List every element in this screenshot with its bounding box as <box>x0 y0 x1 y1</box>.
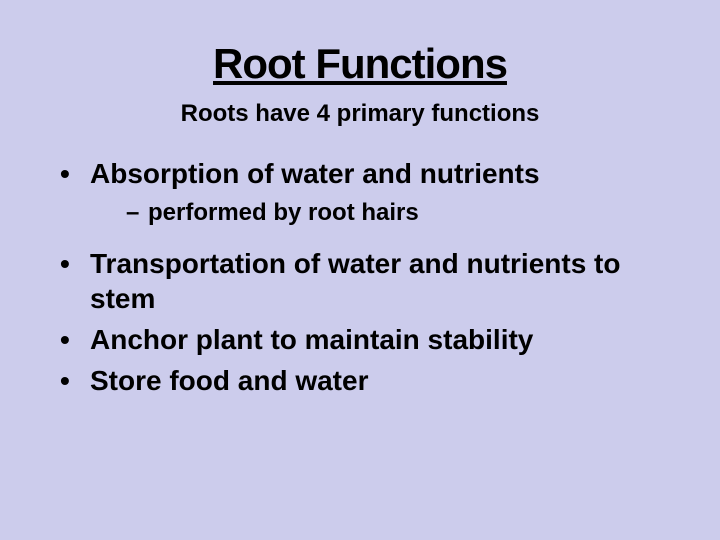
bullet-text: Absorption of water and nutrients <box>90 158 540 189</box>
slide-subtitle: Roots have 4 primary functions <box>30 100 690 128</box>
sub-list: performed by root hairs <box>90 197 690 228</box>
sub-item: performed by root hairs <box>126 197 690 228</box>
sub-item-text: performed by root hairs <box>148 199 419 226</box>
bullet-item: Anchor plant to maintain stability <box>60 322 690 357</box>
bullet-list: Absorption of water and nutrients perfor… <box>30 156 690 398</box>
bullet-item: Store food and water <box>60 363 690 398</box>
bullet-text: Anchor plant to maintain stability <box>90 324 533 355</box>
slide-title: Root Functions <box>30 40 690 88</box>
bullet-item: Absorption of water and nutrients perfor… <box>60 156 690 228</box>
bullet-item: Transportation of water and nutrients to… <box>60 246 690 316</box>
bullet-text: Store food and water <box>90 365 368 396</box>
bullet-text: Transportation of water and nutrients to… <box>90 248 620 314</box>
